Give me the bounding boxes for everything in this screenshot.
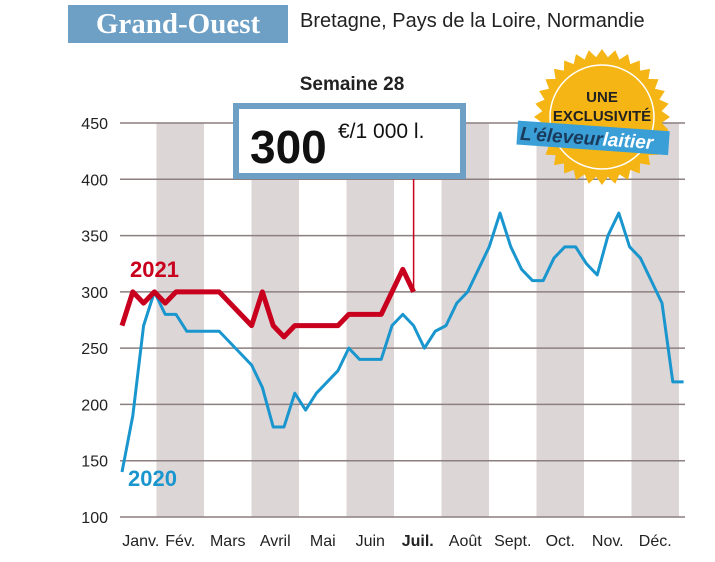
region-title: Grand-Ouest (68, 5, 288, 43)
badge-line1: UNE (586, 89, 618, 106)
y-tick-label: 350 (81, 229, 108, 246)
y-tick-label: 450 (81, 116, 108, 133)
x-tick-label: Juil. (402, 533, 434, 550)
y-tick-label: 400 (81, 172, 108, 189)
y-tick-label: 200 (81, 397, 108, 414)
region-subtitle: Bretagne, Pays de la Loire, Normandie (300, 10, 645, 32)
x-tick-label: Août (449, 533, 482, 550)
x-tick-label: Fév. (165, 533, 195, 550)
badge-line2: EXCLUSIVITÉ (553, 108, 651, 125)
x-tick-label: Avril (260, 533, 291, 550)
series-2020-label: 2020 (128, 466, 177, 491)
series-2020-line (120, 211, 684, 473)
x-tick-label: Sept. (494, 533, 531, 550)
month-band (346, 123, 394, 517)
y-tick-label: 250 (81, 341, 108, 358)
series-2021-line (119, 266, 416, 340)
x-tick-label: Nov. (592, 533, 624, 550)
badge-ring (549, 64, 655, 170)
x-tick-label: Oct. (546, 533, 575, 550)
callout-unit: €/1 000 l. (338, 120, 424, 143)
callout-box (233, 103, 466, 179)
x-tick-label: Mai (310, 533, 336, 550)
month-band (251, 123, 299, 517)
y-tick-label: 100 (81, 510, 108, 527)
y-tick-label: 300 (81, 285, 108, 302)
chart-title: Semaine 28 (300, 74, 405, 95)
callout-value: 300 (250, 121, 327, 173)
x-tick-label: Juin (356, 533, 385, 550)
x-tick-label: Mars (210, 533, 246, 550)
month-band (536, 123, 584, 517)
x-tick-label: Déc. (639, 533, 672, 550)
x-tick-label: Janv. (122, 533, 159, 550)
series-2021-label: 2021 (130, 257, 179, 282)
y-tick-label: 150 (81, 454, 108, 471)
month-band (631, 123, 679, 517)
